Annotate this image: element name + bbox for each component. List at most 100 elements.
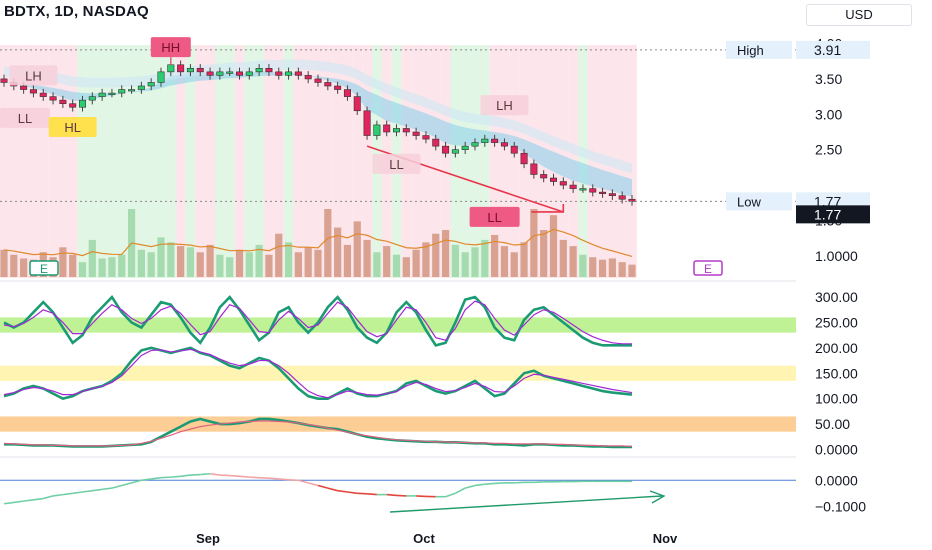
momentum-segment bbox=[3, 501, 14, 505]
trend-background-bar bbox=[97, 45, 108, 278]
divergence-arrow-head bbox=[649, 490, 666, 504]
oscillator-line-fast-signal bbox=[3, 300, 632, 345]
volume-bar bbox=[451, 244, 459, 277]
candle-body bbox=[589, 188, 597, 193]
trend-background-bar bbox=[234, 45, 245, 278]
volume-bar bbox=[334, 227, 342, 277]
candle-body bbox=[559, 181, 567, 186]
candle-body bbox=[579, 188, 587, 191]
momentum-segment bbox=[474, 483, 485, 487]
candle-body bbox=[216, 71, 224, 76]
earnings-marker bbox=[693, 260, 723, 276]
volume-bar bbox=[186, 247, 195, 277]
volume-bar bbox=[118, 254, 126, 277]
trend-background-bar bbox=[57, 45, 68, 278]
candle-body bbox=[334, 85, 342, 90]
swing-label-text: LH bbox=[496, 98, 513, 113]
trend-background-bar bbox=[499, 45, 510, 278]
trend-background-bar bbox=[440, 45, 451, 278]
candle-body bbox=[451, 149, 459, 154]
trend-background-bar bbox=[264, 45, 274, 278]
trend-background-bar bbox=[460, 45, 471, 278]
candle-body bbox=[422, 135, 430, 140]
volume-bar bbox=[353, 221, 361, 277]
momentum-segment bbox=[121, 482, 132, 487]
momentum-segment bbox=[533, 481, 544, 484]
price-axis-label: 2.50 bbox=[815, 142, 842, 158]
momentum-segment bbox=[141, 478, 152, 482]
trend-background-bar bbox=[146, 45, 157, 278]
volume-bar bbox=[324, 209, 332, 277]
volume-bar bbox=[88, 239, 96, 277]
candle-body bbox=[520, 152, 528, 165]
candle-body bbox=[392, 128, 400, 133]
momentum-segment bbox=[327, 487, 338, 492]
candle-body bbox=[549, 177, 557, 182]
momentum-segment bbox=[239, 475, 250, 478]
momentum-segment bbox=[494, 482, 505, 485]
swing-label-box bbox=[48, 117, 97, 138]
candle-body bbox=[157, 71, 165, 83]
momentum-segment bbox=[288, 478, 299, 482]
momentum-segment bbox=[317, 484, 329, 489]
momentum-segment bbox=[229, 474, 240, 478]
trend-background-bar bbox=[627, 45, 637, 278]
price-tag-value: 3.91 bbox=[814, 42, 841, 58]
swing-label-box bbox=[480, 95, 529, 116]
price-tag-label: Low bbox=[737, 194, 761, 209]
volume-bar bbox=[177, 246, 185, 277]
candle-body bbox=[530, 163, 538, 175]
candle-body bbox=[569, 184, 577, 189]
candle-body bbox=[608, 193, 616, 196]
volume-bar bbox=[549, 215, 558, 277]
volume-bar bbox=[304, 247, 312, 277]
candle-body bbox=[442, 145, 450, 154]
swing-label-box bbox=[0, 107, 50, 128]
volume-bar bbox=[284, 242, 293, 277]
downtrend-arrow-head bbox=[531, 203, 565, 213]
oscillator-axis-label: 200.00 bbox=[815, 340, 858, 356]
momentum-segment bbox=[43, 495, 54, 500]
swing-label-text: HH bbox=[161, 40, 180, 55]
volume-bar bbox=[402, 257, 410, 277]
oscillator-line-slow-signal bbox=[3, 420, 633, 448]
trend-background-bar bbox=[254, 45, 265, 278]
candle-body bbox=[118, 89, 126, 94]
momentum-segment bbox=[386, 493, 397, 497]
candle-body bbox=[353, 96, 361, 112]
currency-selector[interactable]: USD bbox=[806, 4, 912, 26]
trend-background-bar bbox=[450, 45, 461, 278]
candle-body bbox=[128, 89, 136, 92]
volume-bar bbox=[520, 242, 528, 277]
trend-background-bar bbox=[322, 45, 333, 278]
oscillator-axis-label: 50.00 bbox=[815, 416, 850, 432]
momentum-segment bbox=[454, 487, 466, 495]
candle-body bbox=[255, 68, 263, 73]
volume-bar bbox=[579, 254, 587, 277]
momentum-segment bbox=[13, 500, 24, 504]
trend-background-bar bbox=[313, 45, 323, 278]
volume-bar bbox=[265, 254, 273, 277]
momentum-axis-label: 0.0000 bbox=[815, 472, 858, 488]
momentum-segment bbox=[514, 481, 525, 484]
candle-body bbox=[540, 174, 548, 179]
oscillator-band bbox=[0, 365, 796, 381]
volume-bar bbox=[137, 249, 145, 277]
candle-body bbox=[167, 64, 175, 73]
oscillator-axis-label: 300.00 bbox=[815, 289, 858, 305]
price-axis-label: 1.0000 bbox=[815, 248, 858, 264]
candle-body bbox=[196, 68, 204, 73]
oscillator-axis-label: 150.00 bbox=[815, 365, 858, 381]
volume-bar bbox=[461, 252, 469, 277]
candle-body bbox=[314, 78, 322, 83]
volume-bar bbox=[569, 246, 577, 277]
price-axis-label: 3.50 bbox=[815, 71, 842, 87]
swing-label-text: LL bbox=[18, 111, 32, 126]
swing-label-text: HL bbox=[64, 120, 81, 135]
momentum-segment bbox=[111, 484, 122, 489]
trend-background-bar bbox=[67, 45, 78, 278]
volume-bar bbox=[147, 252, 155, 277]
candle-body bbox=[373, 124, 381, 136]
earnings-marker-text: E bbox=[704, 262, 712, 276]
volume-bar bbox=[618, 262, 626, 277]
